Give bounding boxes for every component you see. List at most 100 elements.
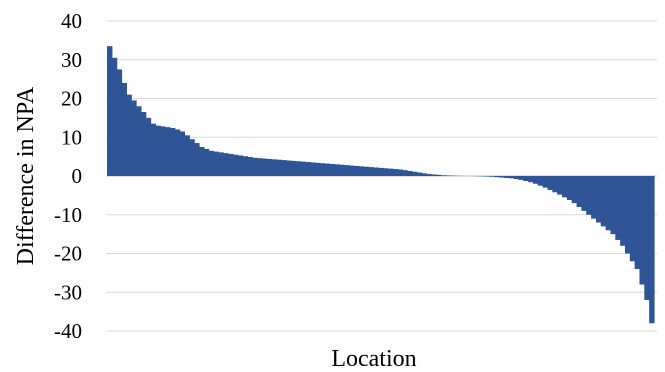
bar bbox=[368, 167, 374, 176]
bar bbox=[213, 151, 219, 176]
bar bbox=[436, 174, 442, 176]
bar bbox=[624, 176, 631, 254]
bar bbox=[528, 176, 534, 183]
bar bbox=[261, 158, 268, 176]
bar bbox=[629, 176, 636, 262]
bar bbox=[310, 162, 316, 176]
bar bbox=[349, 165, 355, 176]
bar bbox=[484, 176, 491, 177]
bar bbox=[358, 166, 365, 176]
y-axis-title: Difference in NPA bbox=[13, 86, 39, 265]
bar bbox=[373, 167, 379, 176]
bar bbox=[223, 153, 229, 176]
bar bbox=[344, 165, 350, 176]
bar bbox=[160, 126, 166, 176]
bar bbox=[339, 164, 345, 176]
bar bbox=[513, 176, 520, 180]
bar bbox=[266, 158, 273, 176]
bar bbox=[566, 176, 573, 201]
bar bbox=[586, 176, 592, 215]
bar bbox=[426, 174, 432, 176]
bar bbox=[111, 57, 118, 176]
bar bbox=[136, 106, 142, 176]
bar bbox=[382, 168, 389, 176]
bar bbox=[228, 153, 234, 176]
bar bbox=[189, 139, 195, 176]
bar bbox=[150, 123, 157, 176]
bar bbox=[649, 176, 655, 324]
bar bbox=[378, 167, 384, 176]
bar bbox=[334, 164, 340, 176]
bar bbox=[121, 83, 127, 176]
x-axis-title: Location bbox=[331, 346, 416, 372]
bar bbox=[169, 127, 176, 176]
bar bbox=[644, 176, 650, 300]
bar bbox=[319, 163, 326, 176]
bar bbox=[508, 176, 515, 179]
bar bbox=[315, 162, 321, 176]
bar bbox=[571, 176, 578, 204]
bar bbox=[416, 172, 423, 176]
bar bbox=[155, 125, 161, 176]
bar bbox=[620, 176, 626, 246]
bar bbox=[165, 127, 171, 176]
bar bbox=[324, 163, 331, 176]
bar bbox=[431, 174, 437, 176]
y-tick-label: -30 bbox=[54, 280, 82, 304]
bar bbox=[600, 176, 607, 227]
bar bbox=[407, 170, 413, 176]
bar bbox=[295, 161, 302, 176]
y-tick-label: 40 bbox=[61, 9, 82, 33]
bar bbox=[247, 157, 253, 176]
y-tick-label: 10 bbox=[61, 125, 82, 149]
y-tick-label: 30 bbox=[61, 48, 82, 72]
bars bbox=[107, 46, 655, 324]
bar bbox=[329, 163, 336, 176]
bar bbox=[203, 148, 210, 176]
bar bbox=[503, 176, 510, 178]
bar bbox=[552, 176, 558, 193]
bar bbox=[615, 176, 621, 240]
bar bbox=[363, 166, 369, 176]
bar bbox=[174, 129, 181, 176]
bar bbox=[271, 159, 278, 176]
bar bbox=[605, 176, 612, 231]
bar bbox=[542, 176, 549, 188]
bar bbox=[232, 154, 239, 176]
bar bbox=[276, 159, 282, 176]
bar bbox=[562, 176, 568, 198]
y-tick-label: -10 bbox=[54, 203, 82, 227]
bar bbox=[494, 176, 500, 178]
bar bbox=[300, 161, 307, 176]
y-tick-label: -40 bbox=[54, 319, 82, 343]
bar bbox=[140, 112, 147, 176]
bar bbox=[116, 69, 123, 176]
bar bbox=[523, 176, 529, 182]
bar bbox=[595, 176, 602, 223]
bar bbox=[518, 176, 524, 180]
bar bbox=[290, 160, 297, 176]
bar bbox=[184, 135, 190, 176]
bar bbox=[107, 46, 113, 176]
bar bbox=[397, 169, 403, 176]
bar bbox=[537, 176, 544, 186]
bar bbox=[198, 146, 205, 176]
bar bbox=[392, 169, 399, 176]
bar bbox=[532, 176, 539, 184]
bar bbox=[257, 158, 263, 176]
bar bbox=[208, 150, 215, 176]
y-tick-label: 0 bbox=[72, 164, 83, 188]
bar bbox=[353, 165, 360, 176]
bar bbox=[610, 176, 616, 235]
bar bbox=[194, 143, 200, 176]
bar bbox=[581, 176, 587, 211]
bar bbox=[557, 176, 563, 195]
bar bbox=[639, 176, 645, 285]
bar bbox=[402, 170, 408, 176]
bar bbox=[634, 176, 641, 269]
bar bbox=[591, 176, 597, 219]
bar bbox=[218, 152, 224, 176]
bar bbox=[242, 156, 248, 176]
bar bbox=[305, 162, 311, 176]
